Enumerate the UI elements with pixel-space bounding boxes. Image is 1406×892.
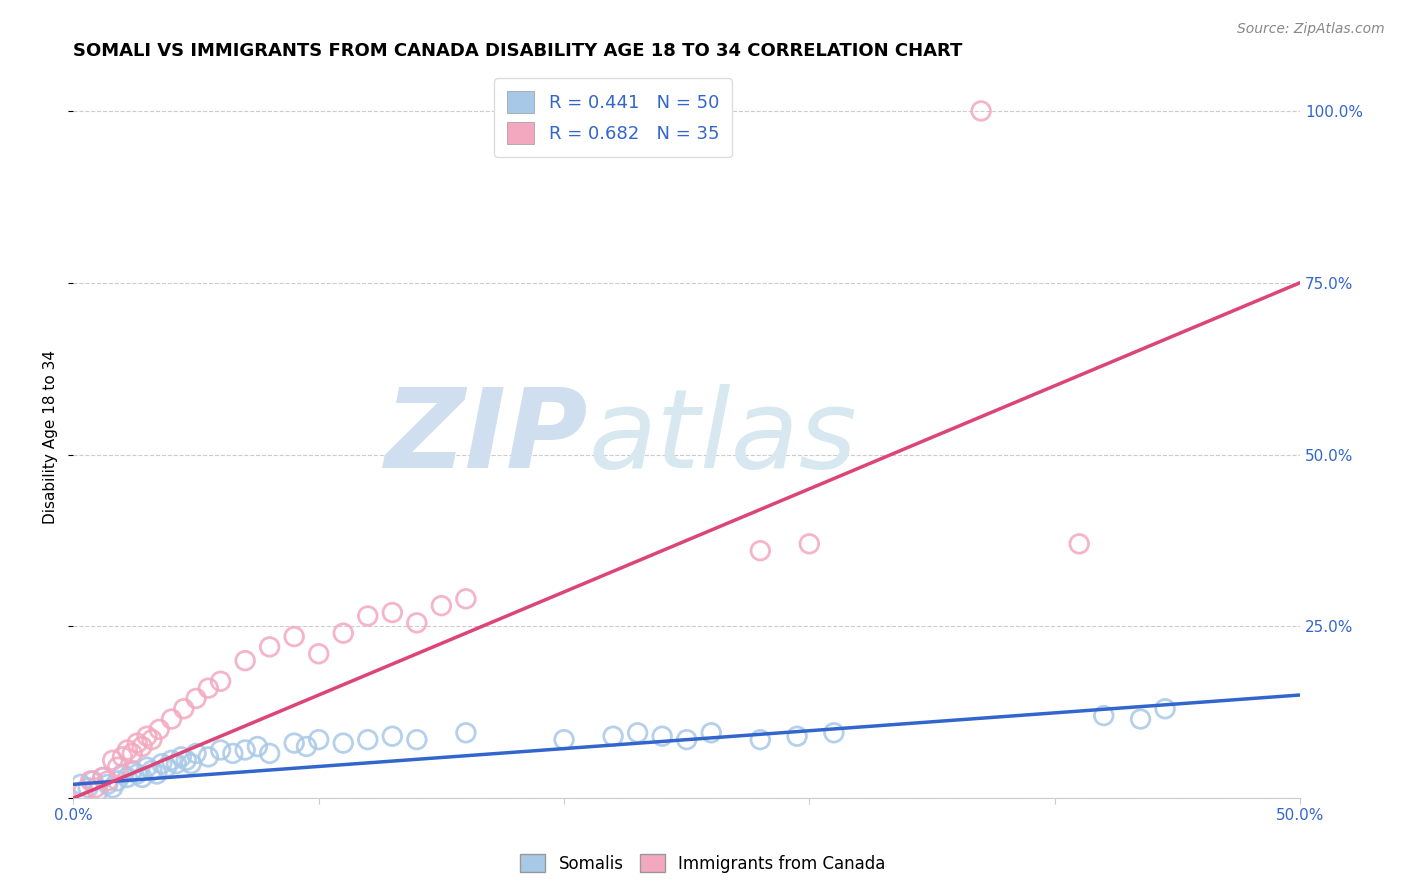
Point <box>1154 702 1177 716</box>
Point <box>146 767 169 781</box>
Point <box>91 771 114 785</box>
Point <box>170 749 193 764</box>
Point <box>84 780 107 795</box>
Point <box>111 749 134 764</box>
Point <box>121 764 143 778</box>
Point <box>627 726 650 740</box>
Text: Source: ZipAtlas.com: Source: ZipAtlas.com <box>1237 22 1385 37</box>
Point <box>173 702 195 716</box>
Point <box>602 729 624 743</box>
Point <box>69 777 91 791</box>
Point <box>233 743 256 757</box>
Point <box>97 773 120 788</box>
Point <box>222 747 245 761</box>
Point <box>627 103 650 118</box>
Point <box>454 726 477 740</box>
Point <box>87 784 110 798</box>
Point <box>209 674 232 689</box>
Point <box>786 729 808 743</box>
Y-axis label: Disability Age 18 to 34: Disability Age 18 to 34 <box>44 351 58 524</box>
Text: ZIP: ZIP <box>385 384 589 491</box>
Point <box>174 753 197 767</box>
Point <box>82 773 104 788</box>
Point <box>405 615 427 630</box>
Point <box>184 691 207 706</box>
Point <box>107 773 129 788</box>
Point <box>454 591 477 606</box>
Point <box>381 729 404 743</box>
Point <box>749 543 772 558</box>
Point <box>970 103 993 118</box>
Point <box>148 723 170 737</box>
Point <box>1092 708 1115 723</box>
Point <box>107 760 129 774</box>
Point <box>233 654 256 668</box>
Point <box>121 747 143 761</box>
Text: SOMALI VS IMMIGRANTS FROM CANADA DISABILITY AGE 18 TO 34 CORRELATION CHART: SOMALI VS IMMIGRANTS FROM CANADA DISABIL… <box>73 42 963 60</box>
Legend: Somalis, Immigrants from Canada: Somalis, Immigrants from Canada <box>513 847 893 880</box>
Point <box>749 732 772 747</box>
Point <box>700 726 723 740</box>
Point <box>97 777 120 791</box>
Point <box>141 732 163 747</box>
Point <box>357 609 380 624</box>
Point <box>180 756 202 771</box>
Point <box>111 767 134 781</box>
Point <box>117 771 139 785</box>
Point <box>553 732 575 747</box>
Point <box>405 732 427 747</box>
Point <box>156 760 179 774</box>
Point <box>357 732 380 747</box>
Point <box>651 729 673 743</box>
Point <box>91 771 114 785</box>
Point <box>295 739 318 754</box>
Point <box>184 747 207 761</box>
Point <box>332 626 354 640</box>
Point <box>308 732 330 747</box>
Point <box>246 739 269 754</box>
Point <box>259 747 281 761</box>
Point <box>136 760 159 774</box>
Point <box>127 736 149 750</box>
Point <box>127 767 149 781</box>
Point <box>823 726 845 740</box>
Point <box>381 606 404 620</box>
Text: atlas: atlas <box>589 384 858 491</box>
Point <box>209 743 232 757</box>
Point <box>72 784 94 798</box>
Point <box>197 749 219 764</box>
Point <box>101 753 124 767</box>
Point <box>675 732 697 747</box>
Point <box>259 640 281 654</box>
Point <box>283 630 305 644</box>
Point <box>150 756 173 771</box>
Point <box>799 537 821 551</box>
Point <box>1129 712 1152 726</box>
Point <box>141 764 163 778</box>
Point <box>160 712 183 726</box>
Point <box>283 736 305 750</box>
Point <box>332 736 354 750</box>
Point <box>165 756 187 771</box>
Point <box>160 753 183 767</box>
Point <box>197 681 219 695</box>
Point <box>101 780 124 795</box>
Point <box>430 599 453 613</box>
Point <box>77 780 100 795</box>
Point <box>131 739 153 754</box>
Point <box>136 729 159 743</box>
Point <box>1069 537 1091 551</box>
Point <box>79 773 101 788</box>
Point <box>308 647 330 661</box>
Point <box>117 743 139 757</box>
Legend: R = 0.441   N = 50, R = 0.682   N = 35: R = 0.441 N = 50, R = 0.682 N = 35 <box>495 78 731 157</box>
Point <box>131 771 153 785</box>
